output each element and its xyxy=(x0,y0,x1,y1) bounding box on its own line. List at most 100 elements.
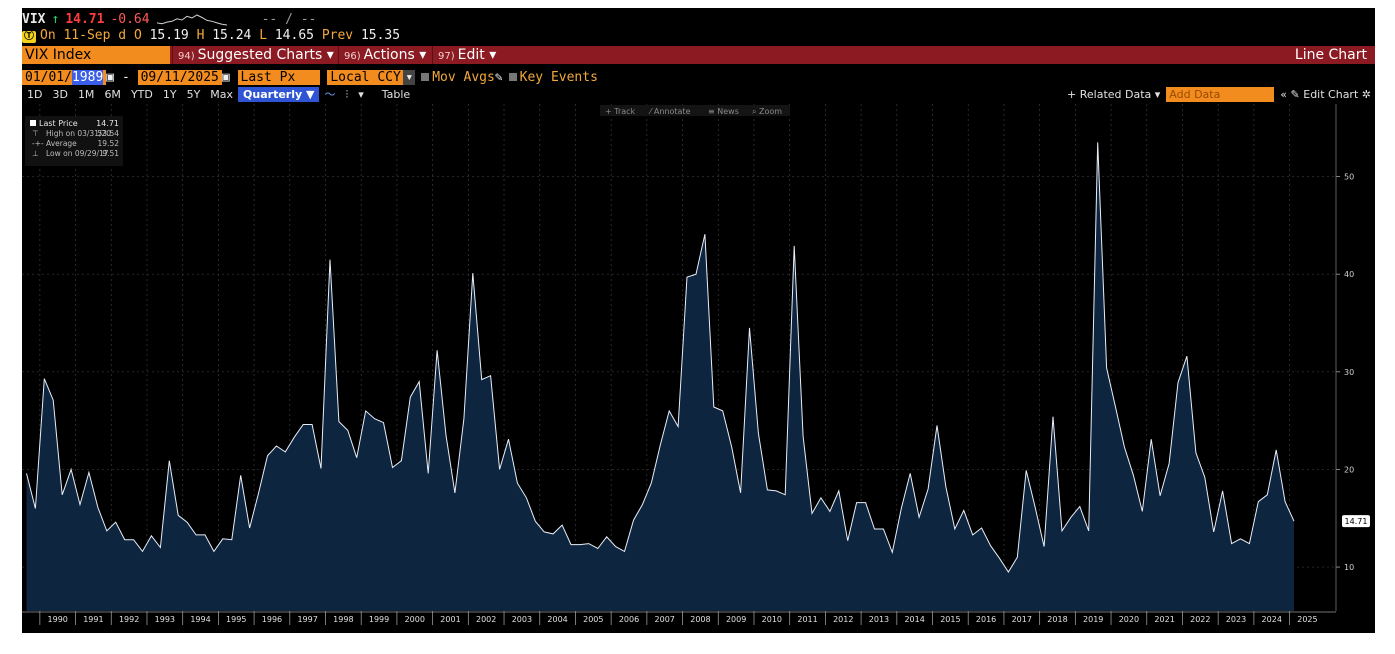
y-tick-label: 20 xyxy=(1344,465,1354,474)
table-button[interactable]: Table xyxy=(381,88,411,101)
range-button-ytd[interactable]: YTD xyxy=(130,88,153,101)
add-data-input[interactable]: Add Data xyxy=(1166,87,1275,102)
menu-label: Suggested Charts ▾ xyxy=(197,47,334,63)
x-tick-label: 1991 xyxy=(83,615,103,624)
range-button-max[interactable]: Max xyxy=(210,88,234,101)
price-change: -0.64 xyxy=(110,12,150,27)
x-axis-band xyxy=(22,611,1375,633)
start-date-year: 1989 xyxy=(71,70,104,85)
x-tick-label: 2024 xyxy=(1262,615,1282,624)
x-tick-label: 1993 xyxy=(155,615,175,624)
edit-chart-button[interactable]: ✎ Edit Chart xyxy=(1290,88,1359,101)
on-label: On xyxy=(40,28,56,43)
frequency-select[interactable]: Quarterly ▼ xyxy=(238,87,320,102)
checkbox-icon[interactable] xyxy=(421,73,430,81)
high-label: H xyxy=(196,28,205,43)
x-tick-label: 2004 xyxy=(547,615,567,624)
currency-select[interactable]: Local CCY xyxy=(327,70,404,85)
track-tool[interactable]: + Track xyxy=(605,107,636,116)
legend-high-value: 53.54 xyxy=(98,129,120,138)
field-select[interactable]: Last Px xyxy=(237,70,320,85)
ticker-symbol[interactable]: VIX xyxy=(22,12,46,27)
gear-icon[interactable]: ✲ xyxy=(1361,88,1371,101)
x-tick-label: 2013 xyxy=(869,615,889,624)
x-tick-label: 1999 xyxy=(369,615,389,624)
calendar-icon[interactable]: ▣ xyxy=(106,70,115,85)
range-button-1d[interactable]: 1D xyxy=(27,88,43,101)
chart-toolbar: 1D 3D 1M 6M YTD 1Y 5Y Max Quarterly ▼ 〜 ⫶ ▾ Table + … xyxy=(22,87,1375,102)
open-value: 15.19 xyxy=(149,28,189,43)
calendar-icon[interactable]: ▣ xyxy=(221,70,230,85)
x-tick-label: 2001 xyxy=(440,615,460,624)
x-tick-label: 2018 xyxy=(1047,615,1067,624)
news-tool[interactable]: ≡ News xyxy=(708,107,739,116)
start-date-input[interactable]: 01/01/1989 xyxy=(22,70,107,85)
menu-label: Edit ▾ xyxy=(457,47,497,63)
x-tick-label: 2022 xyxy=(1190,615,1210,624)
chevron-down-icon[interactable]: ▾ xyxy=(403,70,416,85)
open-label: O xyxy=(133,28,142,43)
edit-menu[interactable]: 97) Edit ▾ xyxy=(432,46,501,64)
related-data-menu[interactable]: + Related Data ▾ xyxy=(1067,88,1161,101)
bloomberg-chart-window: VIX ↑ 14.71 -0.64 -- / -- Ⓣ On 11-Sep d O 15.… xyxy=(22,8,1375,633)
x-tick-label: 2014 xyxy=(904,615,924,624)
y-tick-label: 30 xyxy=(1344,368,1354,377)
x-tick-label: 2015 xyxy=(940,615,960,624)
range-button-1y[interactable]: 1Y xyxy=(162,88,177,101)
legend-average-marker-icon: -+- xyxy=(32,139,44,148)
collapse-icon[interactable]: « xyxy=(1280,88,1288,101)
prev-value: 15.35 xyxy=(360,28,401,43)
x-tick-label: 2025 xyxy=(1297,615,1317,624)
menu-number: 96) xyxy=(344,51,361,62)
x-tick-label: 1990 xyxy=(48,615,68,624)
quote-line: Ⓣ On 11-Sep d O 15.19 H 15.24 L 14.65 Pre… xyxy=(22,28,401,43)
zoom-tool[interactable]: ⌕ Zoom xyxy=(752,107,782,116)
y-axis: 10 20 30 40 50 xyxy=(1335,104,1354,611)
intraday-sparkline xyxy=(156,13,227,25)
legend-low-marker-icon: ⊥ xyxy=(32,149,39,158)
menu-label: Actions ▾ xyxy=(363,47,427,63)
controls-row: 01/01/1989 ▣ - 09/11/2025 ▣ Last Px Local … xyxy=(22,70,598,85)
high-value: 15.24 xyxy=(212,28,252,43)
y-tick-label: 10 xyxy=(1344,563,1354,572)
chart-type-label: Line Chart xyxy=(1294,47,1367,63)
series-line xyxy=(26,142,1295,573)
x-tick-label: 1992 xyxy=(119,615,139,624)
x-tick-label: 1994 xyxy=(190,615,210,624)
actions-menu[interactable]: 96) Actions ▾ xyxy=(338,46,431,64)
candles-icon[interactable]: ⫶ xyxy=(345,88,349,101)
y-tick-label: 50 xyxy=(1344,173,1354,182)
legend-average-value: 19.52 xyxy=(98,139,120,148)
checkbox-icon[interactable] xyxy=(508,73,517,81)
pencil-icon[interactable]: ✎ xyxy=(494,70,503,85)
legend-last-price-value: 14.71 xyxy=(96,119,119,128)
series-area-fill xyxy=(26,142,1294,611)
suggested-charts-menu[interactable]: 94) Suggested Charts ▾ xyxy=(172,46,339,64)
key-events-toggle[interactable]: Key Events xyxy=(519,70,598,85)
last-value-tag: 14.71 xyxy=(1342,515,1370,528)
range-button-6m[interactable]: 6M xyxy=(104,88,121,101)
last-value-tag-text: 14.71 xyxy=(1345,517,1368,526)
x-tick-label: 2021 xyxy=(1154,615,1174,624)
x-tick-label: 2007 xyxy=(655,615,675,624)
bid-ask-placeholder: -- / -- xyxy=(261,12,317,27)
range-button-5y[interactable]: 5Y xyxy=(186,88,201,101)
end-date-input[interactable]: 09/11/2025 xyxy=(137,70,222,85)
line-chart-icon[interactable]: 〜 xyxy=(324,88,336,101)
sparkline-path xyxy=(156,13,227,25)
legend-last-price-label: Last Price xyxy=(39,119,78,128)
last-value-tag-box xyxy=(1342,515,1370,528)
y-tick-label: 40 xyxy=(1344,270,1354,279)
low-label: L xyxy=(259,28,268,43)
security-title[interactable]: VIX Index xyxy=(22,46,170,64)
quote-date: 11-Sep xyxy=(63,28,111,43)
x-axis: 1990 1991 1992 1993 1994 1995 1996 1997 1998 1999… xyxy=(22,611,1375,633)
chevron-down-icon[interactable]: ▾ xyxy=(358,88,364,101)
legend-high-label: High on 03/31/20 xyxy=(46,129,111,138)
annotate-tool[interactable]: ⁄ Annotate xyxy=(648,107,691,116)
last-price: 14.71 xyxy=(65,12,105,27)
range-button-1m[interactable]: 1M xyxy=(77,88,95,101)
mov-avgs-toggle[interactable]: Mov Avgs xyxy=(432,70,495,85)
range-button-3d[interactable]: 3D xyxy=(52,88,68,101)
